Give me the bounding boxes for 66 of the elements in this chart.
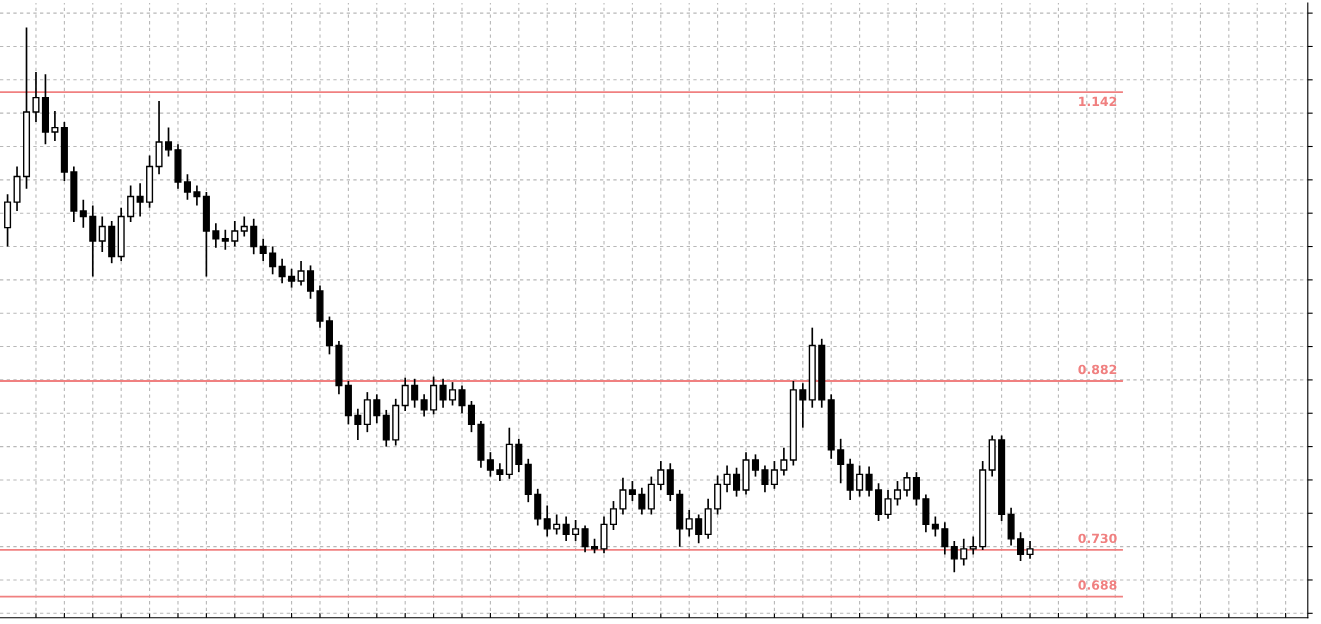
candlestick [467, 400, 475, 433]
candlestick [912, 471, 920, 507]
candlestick [98, 215, 106, 253]
candlestick [931, 515, 939, 538]
candlestick [231, 220, 239, 248]
candlestick [51, 110, 59, 142]
candlestick [685, 509, 693, 538]
candlestick [770, 460, 778, 490]
candlestick [856, 464, 864, 498]
candlestick [439, 377, 447, 409]
candlestick [297, 260, 305, 287]
candlestick [780, 446, 788, 477]
candlestick [259, 237, 267, 262]
candlestick [288, 267, 296, 289]
candlestick [458, 384, 466, 415]
candlestick [1017, 531, 1025, 562]
candlestick [884, 489, 892, 520]
candlestick [183, 173, 191, 201]
candlestick [581, 524, 589, 554]
candlestick [695, 513, 703, 545]
candlestick [32, 71, 40, 123]
candlestick [269, 245, 277, 276]
candlestick [628, 480, 636, 502]
ref-line-label: 1.142 [1079, 96, 1117, 106]
ref-line-label: 0.882 [1078, 364, 1117, 375]
candlestick [799, 382, 807, 429]
candlestick [893, 480, 902, 507]
candlestick [950, 540, 958, 574]
candlestick [306, 264, 315, 300]
candlestick [250, 217, 258, 256]
candlestick [193, 184, 201, 207]
candlestick [572, 519, 580, 542]
candlestick [515, 437, 523, 473]
candlestick [373, 393, 381, 425]
candlestick [609, 500, 618, 531]
candlestick [865, 465, 873, 498]
candlestick [751, 453, 760, 478]
candlestick [619, 476, 627, 516]
candlestick [411, 377, 419, 409]
candlestick [543, 504, 551, 538]
candlestick [837, 437, 845, 485]
candlestick [127, 184, 135, 223]
ref-line-label: 0.688 [1078, 580, 1117, 590]
candlestick [212, 222, 220, 249]
candlestick [562, 515, 570, 542]
candlestick [761, 464, 769, 493]
candlestick [420, 393, 428, 418]
candlestick [941, 521, 949, 556]
candlestick [136, 182, 144, 218]
candlestick [448, 381, 457, 407]
candlestick [354, 407, 362, 441]
candlestick [240, 215, 248, 238]
candlestick [278, 257, 286, 285]
candlestick [553, 513, 561, 536]
candlestick [903, 471, 911, 498]
candlestick [221, 229, 229, 251]
candlestick [79, 199, 87, 229]
candlestick [401, 376, 409, 412]
candlestick [164, 126, 173, 158]
candlestick [638, 486, 646, 516]
candlestick [733, 466, 741, 498]
candlestick [486, 451, 494, 478]
ref-line-label: 0.730 [1078, 533, 1117, 544]
candlestick [657, 460, 665, 491]
candlestick [723, 464, 731, 493]
candlestick [960, 538, 968, 567]
